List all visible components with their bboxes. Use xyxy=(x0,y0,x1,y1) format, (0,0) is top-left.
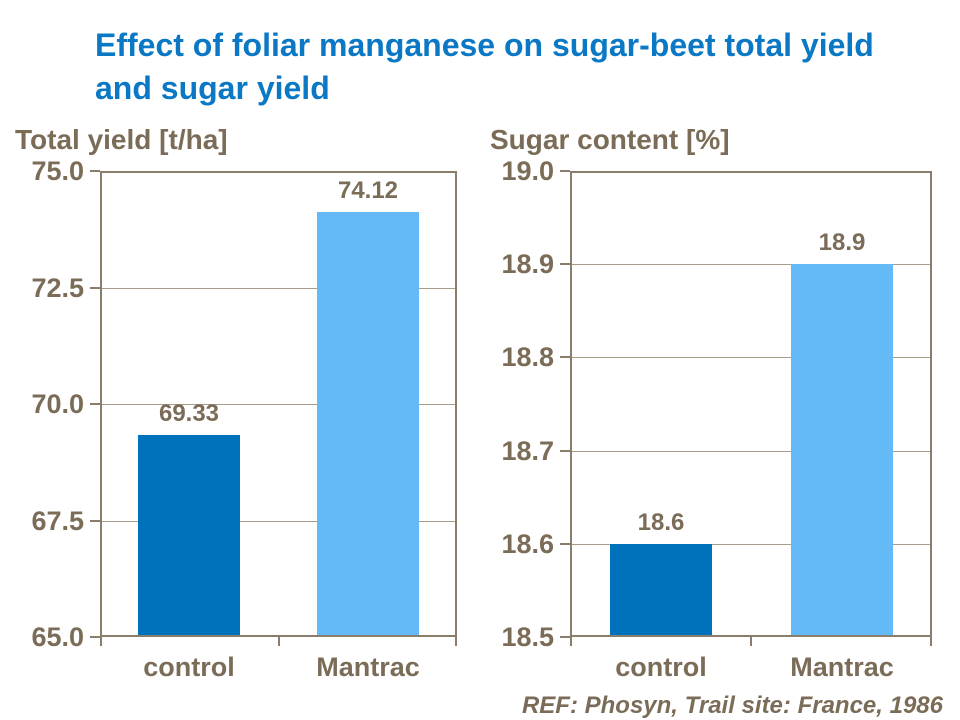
y-tick-mark xyxy=(560,636,570,638)
y-tick-mark xyxy=(90,403,100,405)
y-tick-mark xyxy=(560,263,570,265)
y-tick-label: 18.7 xyxy=(501,436,554,466)
y-tick-mark xyxy=(90,287,100,289)
gridline xyxy=(102,404,455,405)
y-tick-mark xyxy=(560,450,570,452)
chart-title: Total yield [t/ha] xyxy=(15,124,228,155)
y-tick-label: 19.0 xyxy=(501,156,554,186)
y-tick-label: 75.0 xyxy=(31,156,84,186)
y-tick-label: 18.8 xyxy=(501,342,554,372)
gridline xyxy=(102,521,455,522)
x-tick-mark xyxy=(455,637,457,646)
x-tick-mark xyxy=(930,637,932,646)
reference-text: REF: Phosyn, Trail site: France, 1986 xyxy=(521,692,943,719)
gridline xyxy=(572,451,930,452)
gridline xyxy=(572,264,930,265)
bar-control xyxy=(610,544,712,637)
y-tick-label: 18.5 xyxy=(501,622,554,652)
y-tick-label: 67.5 xyxy=(31,506,84,536)
bar-value-label: 18.9 xyxy=(818,229,866,256)
y-tick-label: 18.9 xyxy=(501,249,554,279)
page-title-line2: and sugar yield xyxy=(95,70,330,106)
bar-control xyxy=(138,435,240,637)
bar-mantrac xyxy=(791,264,893,637)
y-tick-mark xyxy=(90,636,100,638)
gridline xyxy=(572,544,930,545)
gridline xyxy=(572,357,930,358)
x-tick-mark xyxy=(750,637,752,646)
bar-value-label: 18.6 xyxy=(637,509,685,536)
bar-value-label: 74.12 xyxy=(337,177,399,204)
y-tick-mark xyxy=(560,356,570,358)
bar-value-label: 69.33 xyxy=(158,400,220,427)
y-tick-label: 18.6 xyxy=(501,529,554,559)
x-category-label: Mantrac xyxy=(316,652,420,682)
x-tick-mark xyxy=(100,637,102,646)
bar-mantrac xyxy=(317,212,419,637)
x-tick-mark xyxy=(278,637,280,646)
x-category-label: control xyxy=(615,652,707,682)
y-tick-mark xyxy=(90,170,100,172)
y-tick-label: 72.5 xyxy=(31,273,84,303)
y-tick-label: 65.0 xyxy=(31,622,84,652)
y-tick-label: 70.0 xyxy=(31,389,84,419)
page-title: Effect of foliar manganese on sugar-beet… xyxy=(95,24,874,110)
x-tick-mark xyxy=(570,637,572,646)
y-tick-mark xyxy=(560,543,570,545)
x-category-label: control xyxy=(143,652,235,682)
gridline xyxy=(102,288,455,289)
chart-title: Sugar content [%] xyxy=(490,124,730,155)
y-tick-mark xyxy=(560,170,570,172)
page-title-line1: Effect of foliar manganese on sugar-beet… xyxy=(95,27,874,63)
y-tick-mark xyxy=(90,520,100,522)
x-category-label: Mantrac xyxy=(790,652,894,682)
